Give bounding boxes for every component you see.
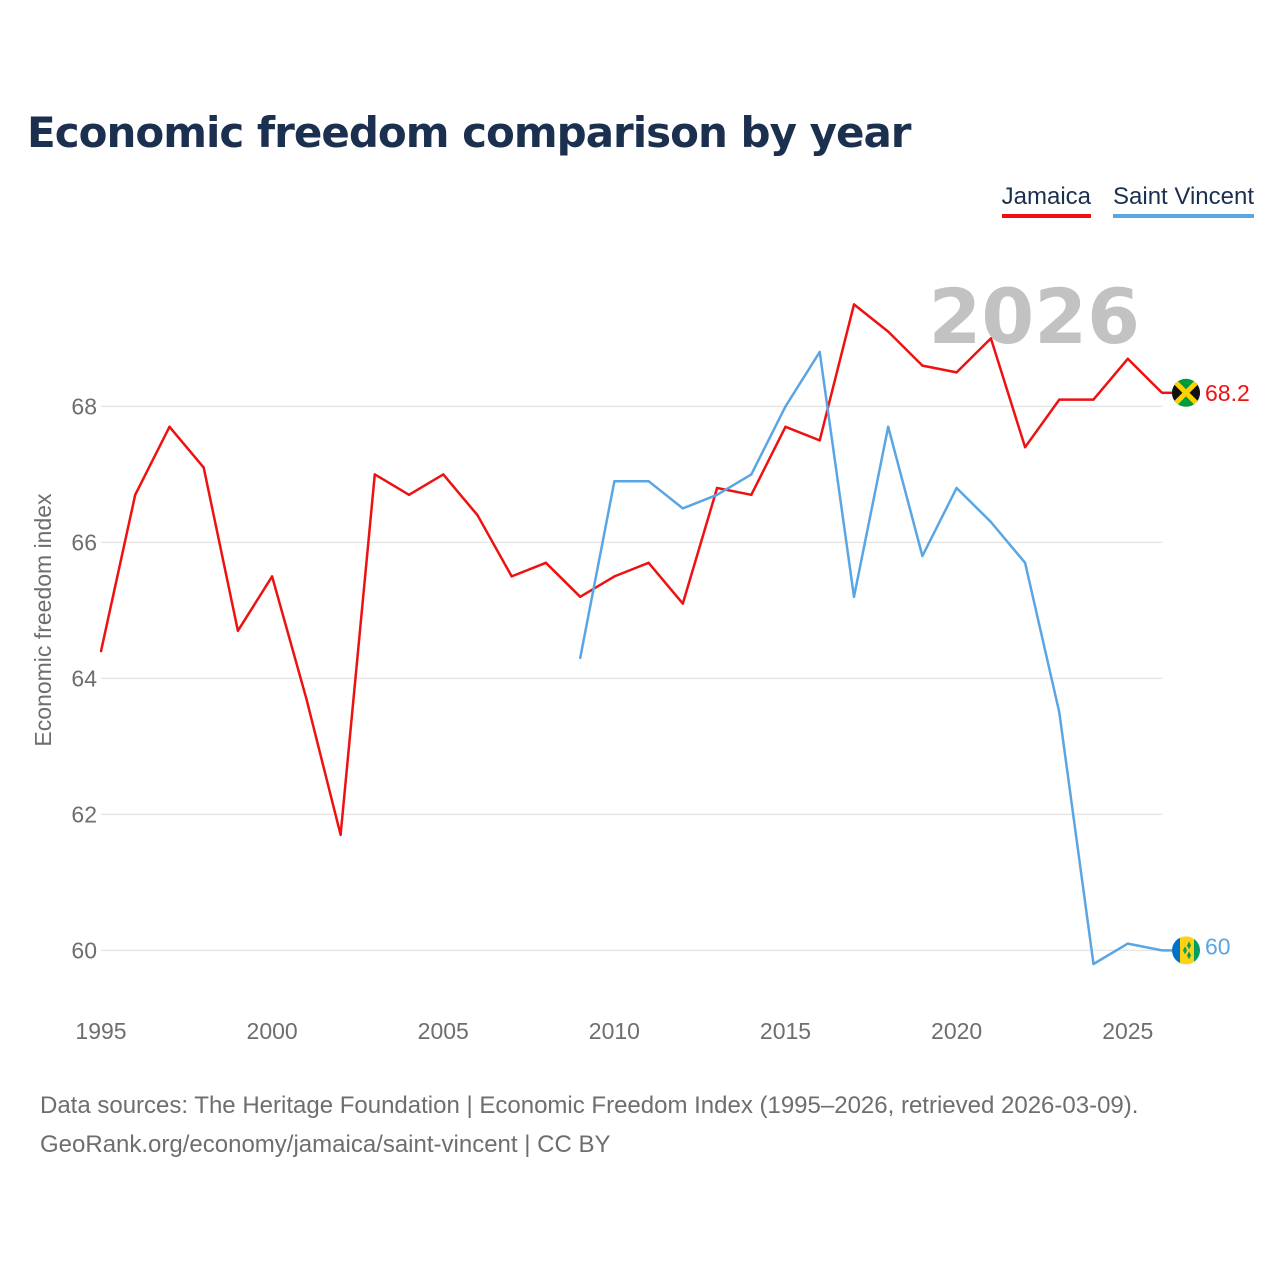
x-tick-label-2015: 2015 [760, 1018, 811, 1044]
data-point-jamaica-2010 [613, 575, 616, 578]
saint-vincent-flag-icon [1172, 936, 1200, 965]
x-tick-label-1995: 1995 [75, 1018, 126, 1044]
y-axis-ticks: 60 62 64 66 68 [71, 393, 97, 963]
data-point-jamaica-2020 [955, 371, 958, 374]
data-point-saint-vincent-2015 [784, 405, 787, 408]
data-point-saint-vincent-2012 [681, 507, 685, 510]
data-point-saint-vincent-2025 [1126, 942, 1129, 945]
data-source-text: Data sources: The Heritage Foundation | … [40, 1092, 1139, 1119]
x-tick-label-2005: 2005 [418, 1018, 469, 1044]
data-point-jamaica-1999 [236, 629, 240, 632]
data-point-jamaica-2007 [510, 575, 513, 578]
data-point-jamaica-2018 [886, 330, 890, 333]
data-point-jamaica-2016 [818, 439, 821, 442]
data-point-saint-vincent-2021 [989, 520, 993, 524]
data-point-saint-vincent-2024 [1092, 962, 1095, 966]
data-point-jamaica-2019 [921, 364, 924, 367]
legend-item-saint-vincent[interactable]: Saint Vincent [1113, 183, 1254, 218]
footer: Data sources: The Heritage Foundation | … [40, 1086, 1138, 1164]
y-axis-label: Economic freedom index [30, 493, 56, 747]
data-point-saint-vincent-2017 [852, 595, 856, 598]
data-point-saint-vincent-2011 [647, 480, 650, 483]
data-point-jamaica-2024 [1092, 398, 1095, 401]
data-point-jamaica-2001 [305, 697, 308, 700]
data-point-jamaica-2003 [373, 473, 377, 476]
x-tick-label-2000: 2000 [247, 1018, 298, 1044]
year-watermark: 2026 [928, 272, 1140, 361]
x-tick-label-2020: 2020 [931, 1018, 982, 1044]
data-point-jamaica-2013 [715, 486, 719, 490]
jamaica-end-label: 68.2 [1205, 380, 1250, 406]
saint-vincent-end-label: 60 [1205, 933, 1231, 959]
series-line-saint-vincent [578, 350, 1163, 966]
y-tick-label-66: 66 [71, 529, 97, 555]
data-point-jamaica-2023 [1058, 398, 1061, 401]
data-point-jamaica-2015 [784, 425, 787, 428]
data-point-jamaica-2014 [750, 493, 753, 496]
grid-lines [101, 405, 1162, 952]
data-point-jamaica-2021 [989, 337, 993, 340]
data-point-jamaica-2005 [442, 473, 445, 476]
y-tick-label-60: 60 [71, 937, 97, 963]
data-point-saint-vincent-2009 [578, 656, 582, 660]
data-point-saint-vincent-2018 [886, 425, 890, 428]
data-point-saint-vincent-2020 [955, 486, 958, 490]
data-point-jamaica-2009 [578, 595, 582, 598]
data-point-jamaica-1996 [134, 493, 137, 496]
chart-title: Economic freedom comparison by year [27, 108, 912, 157]
y-tick-label-68: 68 [71, 393, 97, 419]
x-tick-label-2025: 2025 [1102, 1018, 1153, 1044]
data-point-saint-vincent-2023 [1058, 711, 1061, 714]
data-point-jamaica-2022 [1023, 446, 1027, 449]
y-tick-label-64: 64 [71, 665, 97, 691]
data-point-jamaica-1995 [99, 650, 103, 653]
data-point-jamaica-2025 [1126, 357, 1129, 360]
data-point-jamaica-2002 [339, 833, 342, 836]
jamaica-flag-icon [1172, 378, 1200, 407]
data-point-saint-vincent-2014 [750, 473, 753, 476]
series-layer [99, 303, 1172, 966]
data-point-jamaica-1998 [202, 466, 205, 469]
data-point-jamaica-2011 [647, 561, 650, 564]
data-point-saint-vincent-2022 [1023, 561, 1027, 564]
x-axis-ticks: 1995 2000 2005 2010 2015 2020 2025 [75, 1018, 1153, 1044]
data-point-jamaica-2004 [407, 493, 411, 496]
data-point-saint-vincent-2016 [818, 350, 821, 354]
data-point-jamaica-2012 [681, 602, 685, 605]
data-point-jamaica-2000 [270, 575, 274, 578]
data-point-jamaica-2006 [476, 514, 479, 517]
data-point-saint-vincent-2010 [613, 480, 616, 483]
legend-item-jamaica[interactable]: Jamaica [1001, 183, 1091, 218]
legend: Jamaica Saint Vincent [1001, 183, 1254, 218]
data-point-saint-vincent-2013 [715, 493, 719, 496]
x-tick-label-2010: 2010 [589, 1018, 640, 1044]
source-url-text: GeoRank.org/economy/jamaica/saint-vincen… [40, 1131, 611, 1158]
data-point-jamaica-2008 [544, 561, 548, 564]
data-point-jamaica-2017 [852, 303, 856, 306]
data-point-jamaica-1997 [168, 425, 171, 428]
data-point-saint-vincent-2019 [921, 554, 924, 558]
y-tick-label-62: 62 [71, 801, 97, 827]
series-line-jamaica [99, 303, 1163, 837]
